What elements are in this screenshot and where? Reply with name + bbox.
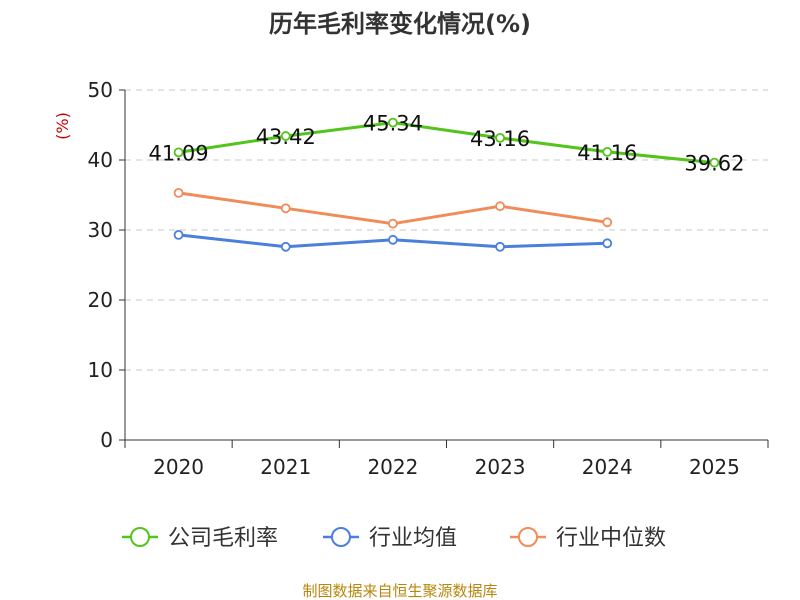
y-tick-label: 30: [88, 218, 113, 242]
legend-label: 公司毛利率: [168, 526, 278, 551]
data-point: [280, 241, 291, 252]
y-tick-label: 10: [88, 358, 113, 382]
x-tick-label: 2020: [153, 455, 204, 479]
data-point: [495, 132, 505, 143]
legend-item: 行业均值: [323, 526, 457, 551]
data-point: [602, 217, 613, 228]
source-note: 制图数据来自恒生聚源数据库: [302, 582, 497, 600]
x-tick-label: 2024: [582, 455, 633, 479]
legend-item: 行业中位数: [510, 526, 666, 551]
data-point: [173, 187, 184, 198]
x-tick-label: 2023: [475, 455, 526, 479]
data-point: [173, 147, 184, 158]
legend-label: 行业中位数: [556, 526, 666, 551]
x-tick-label: 2022: [367, 455, 418, 479]
data-point: [709, 157, 720, 168]
y-tick-label: 50: [88, 78, 113, 102]
data-point: [388, 117, 398, 128]
data-label: 41.16: [577, 141, 637, 165]
series-lines: [173, 117, 720, 252]
data-point: [495, 201, 505, 212]
y-tick-label: 0: [100, 428, 113, 452]
y-tick-label: 40: [88, 148, 113, 172]
data-point: [602, 238, 613, 249]
data-label: 45.34: [363, 112, 423, 136]
gridlines: [125, 89, 768, 371]
data-point: [388, 218, 398, 229]
data-point: [280, 203, 291, 214]
y-axis-unit-label: (%): [53, 112, 72, 140]
data-labels: 41.09 43.42 45.34 43.16 41.16 39.62: [149, 112, 745, 176]
legend-marker-icon: [130, 527, 150, 547]
data-label: 43.16: [470, 127, 530, 151]
legend-item: 公司毛利率: [122, 526, 278, 551]
data-label: 39.62: [684, 152, 744, 176]
data-point: [388, 234, 398, 245]
data-point: [495, 241, 505, 252]
data-label: 41.09: [149, 141, 209, 165]
legend-label: 行业均值: [369, 526, 457, 551]
x-tick-label: 2021: [260, 455, 311, 479]
x-tick-label: 2025: [689, 455, 740, 479]
data-point: [280, 131, 291, 141]
data-point: [602, 146, 613, 157]
y-tick-label: 20: [88, 288, 113, 312]
axes: 0 10 20 30 40 50 2020 2021 2022 2023 2024 2025: [88, 78, 769, 479]
chart-title: 历年毛利率变化情况(%): [269, 10, 531, 38]
legend: 公司毛利率 行业均值 行业中位数: [122, 526, 666, 551]
data-point: [173, 229, 184, 240]
series-line: [178, 121, 715, 165]
legend-marker-icon: [518, 527, 538, 547]
data-label: 43.42: [256, 125, 316, 149]
legend-marker-icon: [331, 527, 351, 547]
